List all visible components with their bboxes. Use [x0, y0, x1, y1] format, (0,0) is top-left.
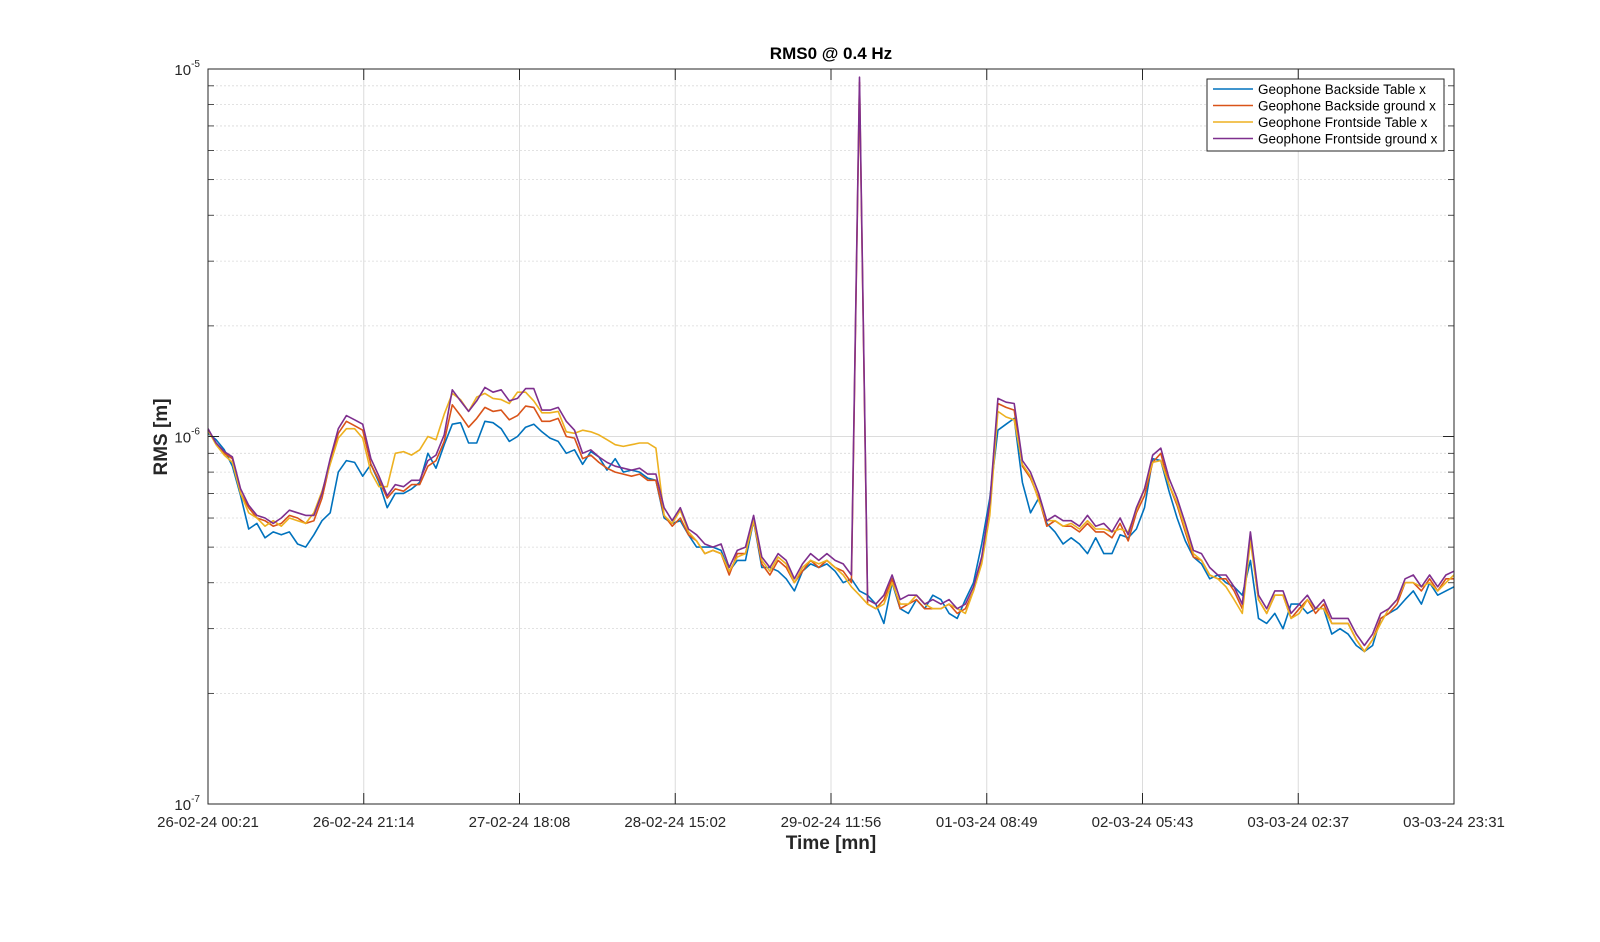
legend-entry-label: Geophone Frontside Table x: [1258, 115, 1428, 130]
legend[interactable]: Geophone Backside Table x Geophone Backsi…: [1206, 78, 1445, 152]
x-tick-label: 02-03-24 05:43: [1092, 814, 1194, 831]
legend-items: Geophone Backside Table x Geophone Backsi…: [1213, 82, 1438, 147]
y-tick-label: 10-5: [174, 59, 200, 79]
legend-entry-label: Geophone Backside ground x: [1258, 99, 1436, 114]
legend-entry-label: Geophone Backside Table x: [1258, 82, 1426, 97]
y-tick-label: 10-7: [174, 794, 200, 814]
series-layer: [207, 76, 1455, 653]
y-tick-label: 10-6: [174, 427, 200, 447]
x-tick-label: 03-03-24 23:31: [1403, 814, 1505, 831]
x-tick-label: 26-02-24 00:21: [157, 814, 259, 831]
chart-title: RMS0 @ 0.4 Hz: [770, 44, 892, 63]
series-line-4: [207, 76, 1455, 647]
x-tick-label: 28-02-24 15:02: [624, 814, 726, 831]
y-axis-label: RMS [m]: [151, 398, 172, 475]
x-tick-label: 03-03-24 02:37: [1247, 814, 1349, 831]
x-tick-label: 29-02-24 11:56: [781, 814, 882, 831]
x-axis-label: Time [mn]: [786, 833, 876, 854]
x-tick-label: 27-02-24 18:08: [469, 814, 571, 831]
axis-layer: 10-7 10-6 10-5 26-02-24 00:21 26-02-24 21:14…: [157, 59, 1505, 831]
x-tick-label: 26-02-24 21:14: [313, 814, 415, 831]
legend-entry-label: Geophone Frontside ground x: [1258, 132, 1438, 147]
series-line-3: [207, 391, 1455, 653]
x-tick-label: 01-03-24 08:49: [936, 814, 1038, 831]
